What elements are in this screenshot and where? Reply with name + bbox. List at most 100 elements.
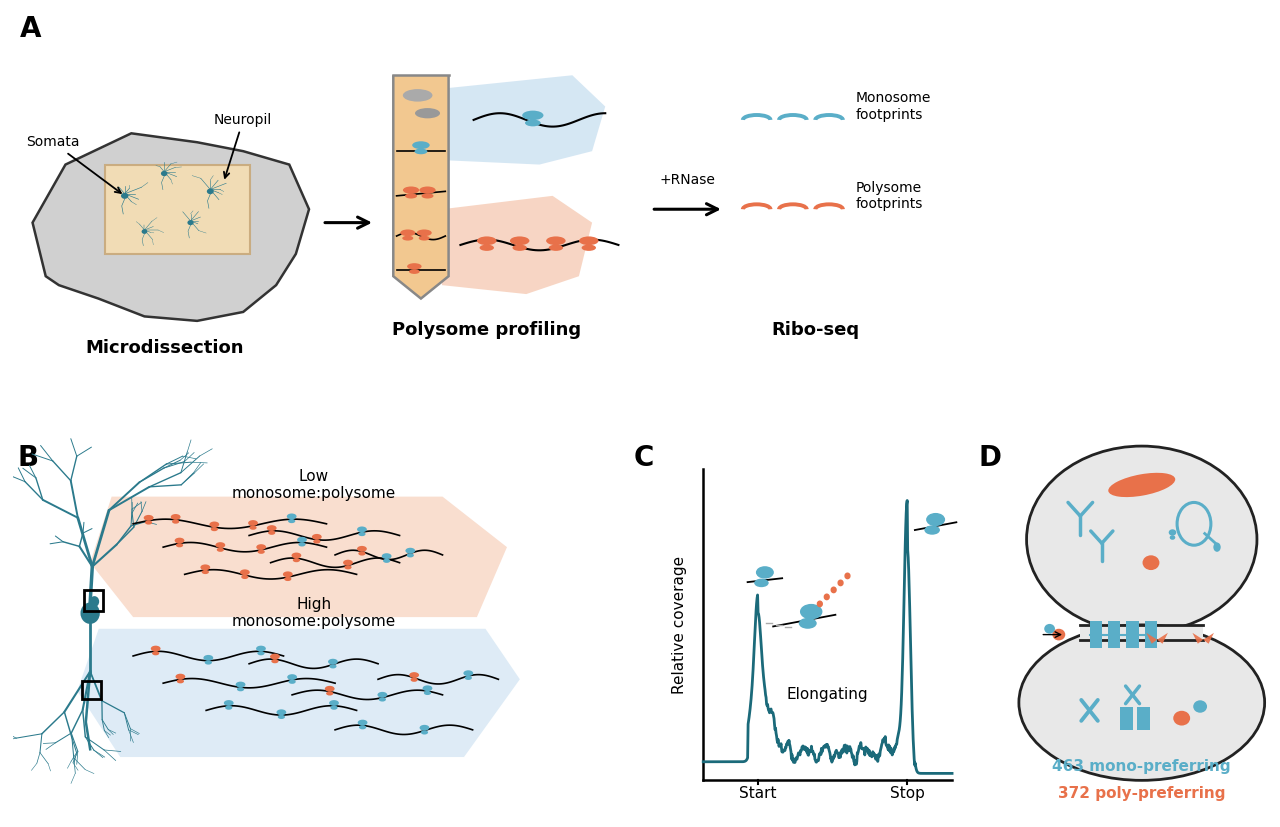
Bar	[82, 681, 101, 699]
Text: Polysome
footprints: Polysome footprints	[855, 181, 923, 211]
Ellipse shape	[463, 671, 474, 676]
Ellipse shape	[284, 577, 292, 581]
Ellipse shape	[174, 538, 184, 543]
Ellipse shape	[161, 171, 168, 176]
Ellipse shape	[512, 245, 527, 251]
Polygon shape	[442, 75, 605, 165]
Ellipse shape	[465, 676, 472, 680]
Ellipse shape	[379, 697, 387, 701]
Ellipse shape	[122, 193, 128, 198]
Ellipse shape	[343, 560, 353, 566]
Ellipse shape	[172, 519, 179, 523]
Ellipse shape	[581, 245, 596, 251]
Ellipse shape	[522, 111, 544, 120]
Ellipse shape	[1044, 624, 1055, 633]
Ellipse shape	[201, 564, 210, 571]
Polygon shape	[90, 496, 507, 617]
Ellipse shape	[358, 532, 366, 536]
Ellipse shape	[90, 596, 99, 607]
Ellipse shape	[207, 189, 214, 194]
Ellipse shape	[410, 672, 419, 678]
Ellipse shape	[420, 187, 435, 194]
Ellipse shape	[329, 664, 337, 668]
Ellipse shape	[256, 646, 266, 652]
Ellipse shape	[278, 715, 285, 719]
Text: Monosome
footprints: Monosome footprints	[855, 92, 931, 122]
Bar	[1126, 621, 1139, 648]
Ellipse shape	[293, 558, 300, 562]
Ellipse shape	[257, 550, 265, 554]
Ellipse shape	[152, 651, 159, 655]
Ellipse shape	[187, 220, 193, 225]
Ellipse shape	[1174, 710, 1190, 725]
Text: 463 mono-preferring: 463 mono-preferring	[1052, 759, 1231, 774]
Text: 372 poly-preferring: 372 poly-preferring	[1059, 786, 1225, 801]
Text: Somata: Somata	[26, 136, 120, 193]
Ellipse shape	[407, 553, 413, 557]
Ellipse shape	[525, 120, 540, 127]
Ellipse shape	[924, 525, 940, 535]
Ellipse shape	[175, 543, 183, 547]
Ellipse shape	[410, 270, 420, 274]
Ellipse shape	[412, 141, 430, 149]
Ellipse shape	[216, 547, 224, 552]
Ellipse shape	[1052, 629, 1065, 640]
Text: C: C	[634, 444, 654, 472]
Text: High
monosome:polysome: High monosome:polysome	[232, 597, 396, 629]
Circle shape	[1213, 543, 1221, 552]
Polygon shape	[32, 133, 308, 321]
Ellipse shape	[756, 566, 774, 579]
Ellipse shape	[422, 686, 433, 691]
Ellipse shape	[477, 237, 497, 245]
Ellipse shape	[225, 705, 233, 710]
Ellipse shape	[509, 237, 530, 245]
Ellipse shape	[151, 646, 160, 652]
Ellipse shape	[1143, 555, 1160, 570]
Ellipse shape	[297, 537, 307, 543]
Ellipse shape	[143, 515, 154, 521]
Ellipse shape	[241, 575, 248, 579]
Bar	[1089, 621, 1102, 648]
Text: Stop: Stop	[890, 786, 924, 801]
Ellipse shape	[312, 534, 321, 540]
Polygon shape	[1080, 625, 1203, 640]
Text: Start: Start	[740, 786, 777, 801]
Ellipse shape	[175, 674, 186, 680]
Ellipse shape	[927, 513, 945, 526]
Text: D: D	[979, 444, 1002, 472]
Ellipse shape	[1170, 535, 1175, 540]
Ellipse shape	[357, 719, 367, 725]
Ellipse shape	[480, 245, 494, 251]
Ellipse shape	[357, 546, 367, 552]
Polygon shape	[1157, 633, 1167, 643]
Ellipse shape	[1193, 700, 1207, 713]
Polygon shape	[393, 75, 448, 299]
Ellipse shape	[256, 544, 266, 550]
Ellipse shape	[754, 579, 769, 587]
Ellipse shape	[549, 245, 563, 251]
Ellipse shape	[415, 108, 440, 118]
Bar	[83, 590, 102, 611]
Ellipse shape	[287, 674, 297, 680]
Ellipse shape	[210, 522, 219, 528]
FancyBboxPatch shape	[105, 165, 250, 254]
Ellipse shape	[250, 526, 256, 530]
Text: A: A	[19, 15, 41, 43]
Text: Neuropil: Neuropil	[214, 113, 273, 178]
Ellipse shape	[1108, 473, 1175, 497]
Ellipse shape	[357, 527, 367, 533]
Ellipse shape	[204, 655, 214, 661]
Ellipse shape	[404, 194, 417, 198]
Ellipse shape	[1027, 446, 1257, 633]
Ellipse shape	[211, 527, 218, 531]
Ellipse shape	[403, 187, 419, 194]
Text: Ribo-seq: Ribo-seq	[772, 321, 860, 339]
Circle shape	[824, 594, 829, 600]
Ellipse shape	[288, 519, 296, 523]
Ellipse shape	[402, 236, 413, 241]
Ellipse shape	[239, 569, 250, 576]
Bar	[1144, 621, 1157, 648]
Ellipse shape	[420, 724, 429, 731]
Ellipse shape	[237, 687, 244, 691]
Ellipse shape	[292, 552, 301, 558]
